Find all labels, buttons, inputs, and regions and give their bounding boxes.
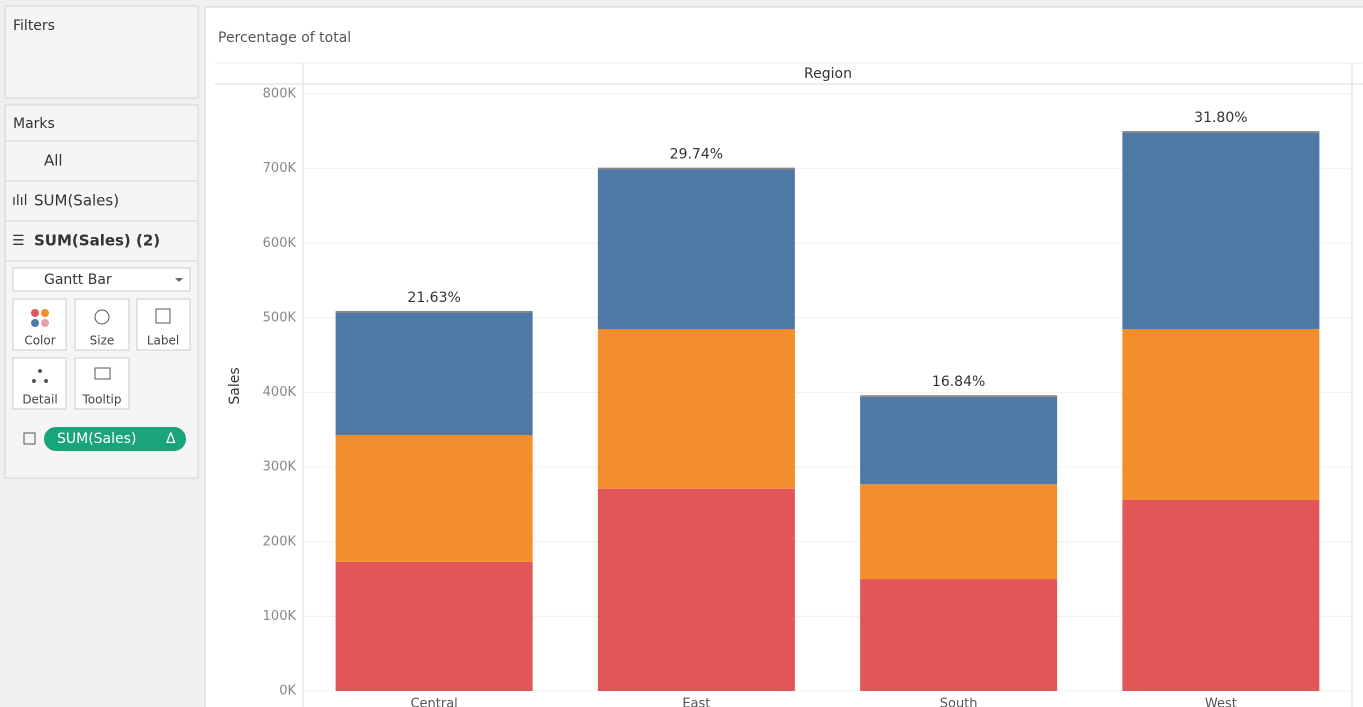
- label-button[interactable]: [136, 298, 191, 351]
- pill-text: SUM(Sales): [57, 431, 136, 447]
- button-label: Label: [147, 334, 179, 348]
- dropdown-arrow: [175, 278, 183, 282]
- icon: [44, 379, 48, 383]
- y-tick-label: 300K: [263, 460, 297, 475]
- mark-buttons: Color Size Label Detail Tooltip: [12, 298, 191, 410]
- button-label: Tooltip: [82, 393, 122, 407]
- icon: [41, 319, 49, 327]
- x-tick-label: East: [682, 697, 710, 707]
- x-tick-label: West: [1205, 697, 1237, 707]
- y-tick-label: 400K: [263, 385, 297, 400]
- column-header: Region: [804, 66, 852, 82]
- y-tick-label: 600K: [263, 236, 297, 251]
- bar-segment: [1122, 499, 1320, 691]
- bar-icon: ılıl: [12, 193, 28, 209]
- y-tick-label: 500K: [263, 310, 297, 325]
- bar-segment: [335, 435, 533, 562]
- bar-segment: [1122, 132, 1320, 330]
- gantt-mark: [1122, 131, 1320, 134]
- bar-segment: [860, 484, 1058, 580]
- marks-card[interactable]: SUM(Sales): [34, 192, 119, 210]
- x-tick-label: Central: [410, 697, 457, 707]
- bar-segment: [860, 396, 1058, 485]
- dividers: [5, 140, 198, 262]
- gantt-icon: ☰: [12, 233, 25, 249]
- mark-type-dropdown[interactable]: [12, 267, 191, 292]
- total-label: 21.63%: [407, 290, 460, 306]
- y-tick-label: 200K: [263, 534, 297, 549]
- y-tick-label: 700K: [263, 161, 297, 176]
- bar-segment: [597, 329, 795, 489]
- y-tick-label: 100K: [263, 609, 297, 624]
- marks-card[interactable]: All: [44, 152, 63, 170]
- bar-segment: [335, 561, 533, 691]
- chart-title: Percentage of total: [218, 30, 351, 46]
- icon: [155, 308, 171, 324]
- icon: [32, 379, 36, 383]
- total-label: 16.84%: [932, 374, 985, 390]
- total-label: 31.80%: [1194, 110, 1247, 126]
- label-icon: [23, 432, 36, 445]
- marks-card[interactable]: SUM(Sales) (2): [34, 232, 160, 250]
- bar-segment: [597, 168, 795, 330]
- color-button[interactable]: [12, 298, 67, 351]
- total-label: 29.74%: [670, 147, 723, 163]
- bar-segment: [1122, 329, 1320, 500]
- pill[interactable]: [44, 427, 186, 451]
- gantt-mark: [335, 310, 533, 313]
- icon: [94, 309, 110, 325]
- marks-title: Marks: [13, 116, 55, 132]
- bar-segment: [860, 579, 1058, 691]
- pill-flag: Δ: [166, 431, 176, 447]
- icon: [38, 369, 42, 373]
- button-label: Color: [24, 334, 55, 348]
- filters-title: Filters: [13, 18, 55, 34]
- icon: [94, 367, 111, 380]
- detail-button[interactable]: [12, 357, 67, 410]
- icon: [41, 309, 49, 317]
- button-label: Size: [90, 334, 115, 348]
- bar-segment: [597, 488, 795, 691]
- gantt-mark: [860, 395, 1058, 398]
- x-tick-label: South: [940, 697, 978, 707]
- y-axis-title: Sales: [227, 367, 243, 404]
- gantt-mark: [597, 167, 795, 170]
- y-tick-label: 800K: [263, 87, 297, 102]
- y-tick-label: 0K: [279, 684, 296, 699]
- icon: [31, 309, 39, 317]
- filters-panel: [4, 5, 199, 99]
- tooltip-button[interactable]: [74, 357, 130, 410]
- plot: 0K 100K 200K 300K 400K 500K 600K 700K 800K 21.63%…: [263, 87, 1352, 707]
- bar-segment: [335, 311, 533, 436]
- mark-type: Gantt Bar: [44, 272, 112, 288]
- icon: [31, 319, 39, 327]
- button-label: Detail: [22, 393, 57, 407]
